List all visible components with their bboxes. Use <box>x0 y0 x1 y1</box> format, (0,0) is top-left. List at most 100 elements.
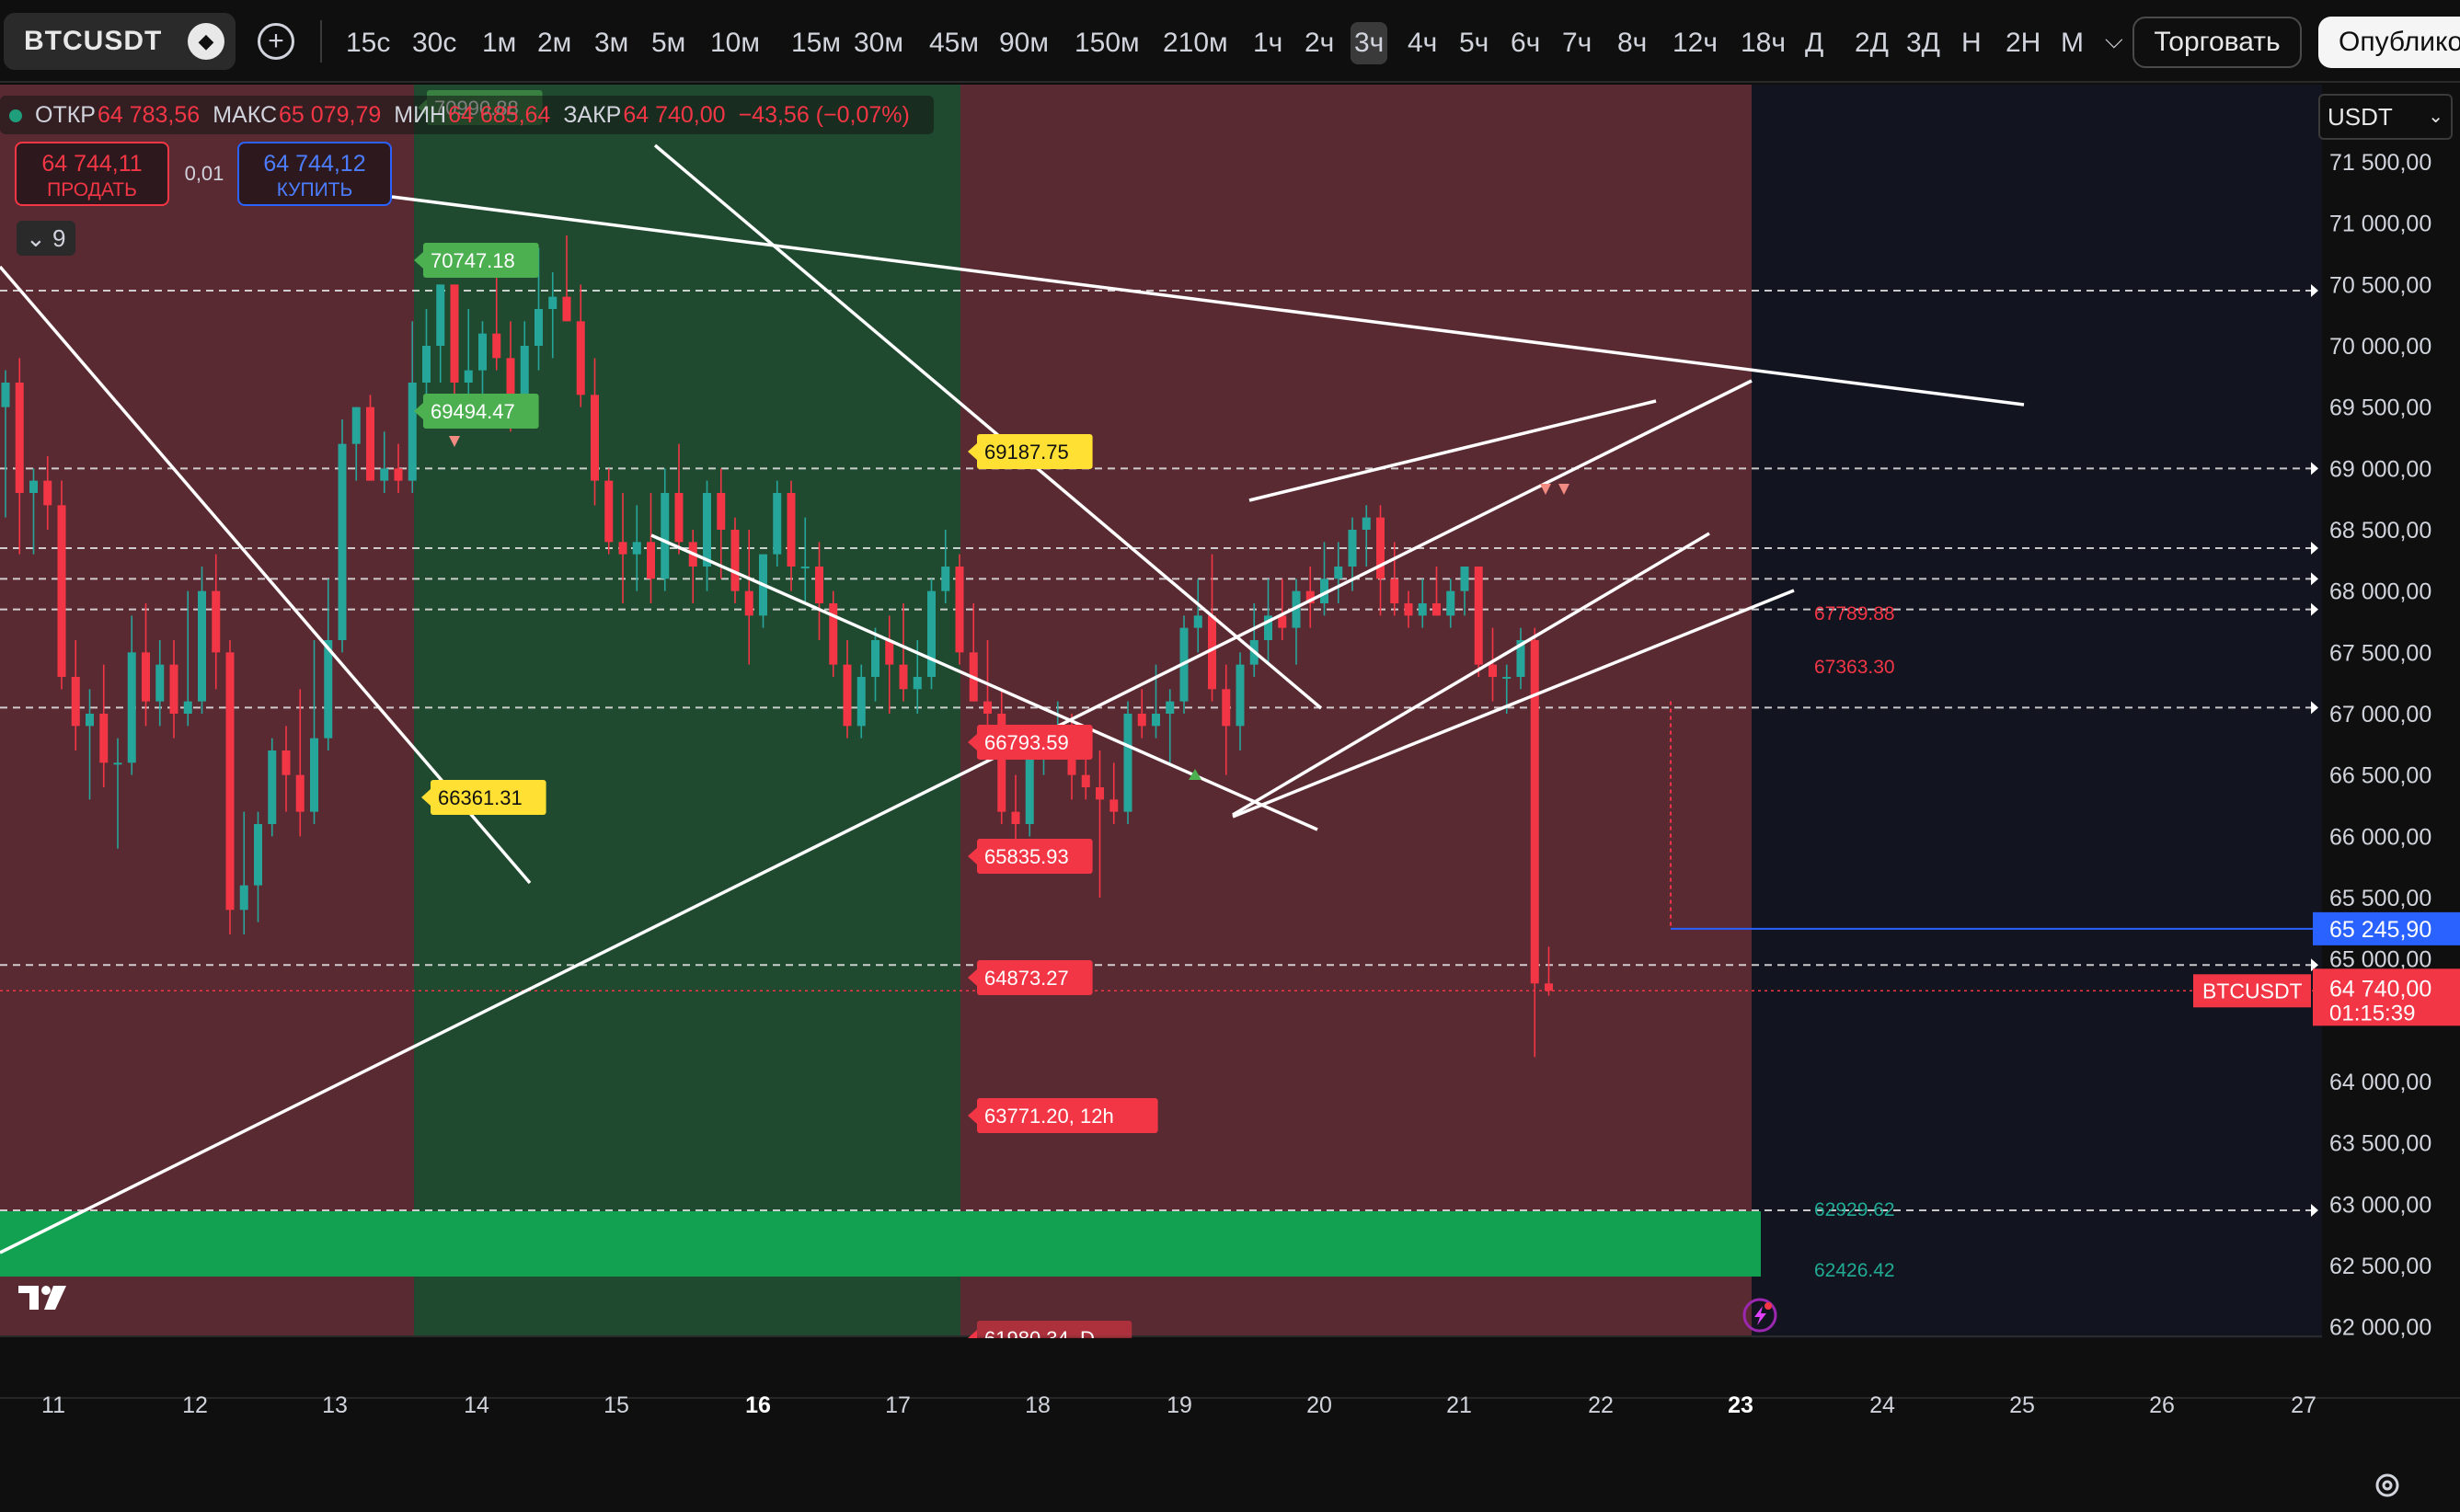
interval-6[interactable]: 10м <box>710 28 760 58</box>
sell-button[interactable]: 64 744,11 ПРОДАТЬ <box>15 142 169 206</box>
candle-body-88 <box>1236 664 1245 727</box>
right-level-label-1: 67363.30 <box>1814 657 1895 678</box>
level-label-pointer <box>421 789 431 806</box>
price-tick-18: 62 000,00 <box>2329 1315 2431 1341</box>
level-label-box <box>977 434 1093 469</box>
time-tick-10: 21 <box>1446 1392 1472 1418</box>
interval-17[interactable]: 5ч <box>1459 28 1489 58</box>
candle-body-110 <box>1545 983 1553 991</box>
interval-18[interactable]: 6ч <box>1511 28 1541 58</box>
level-label-pointer <box>968 1107 977 1124</box>
interval-14[interactable]: 2ч <box>1305 28 1335 58</box>
level-label-box <box>431 780 546 815</box>
interval-25[interactable]: 3Д <box>1906 28 1941 58</box>
candle-body-13 <box>183 701 192 714</box>
candle-body-108 <box>1516 639 1525 677</box>
candle-body-14 <box>198 590 206 702</box>
add-symbol-icon[interactable]: + <box>258 23 294 60</box>
currency-select[interactable]: USDT ⌄ <box>2318 94 2453 140</box>
interval-8[interactable]: 30м <box>854 28 903 58</box>
ohlc-legend: ОТКР64 783,56 МАКС65 079,79 МИН64 685,64 ЗА… <box>0 96 934 134</box>
symbol-name: BTCUSDT <box>24 26 163 56</box>
interval-0[interactable]: 15с <box>346 28 391 58</box>
interval-28[interactable]: М <box>2061 28 2084 58</box>
interval-16[interactable]: 4ч <box>1408 28 1438 58</box>
level-label-pointer <box>414 252 423 269</box>
candle-body-11 <box>155 664 165 702</box>
trade-button[interactable]: Торговать <box>2132 17 2302 68</box>
interval-11[interactable]: 150м <box>1075 28 1140 58</box>
level-label-2: 69187.75 <box>968 434 1093 469</box>
time-tick-4: 15 <box>604 1392 629 1418</box>
interval-3[interactable]: 2м <box>537 28 572 58</box>
candle-body-78 <box>1096 786 1104 800</box>
candle-body-48 <box>674 492 684 543</box>
candle-body-38 <box>535 308 543 346</box>
tradingview-logo-icon[interactable] <box>18 1282 77 1318</box>
level-label-text: 65835.93 <box>984 845 1069 868</box>
interval-23[interactable]: Д <box>1805 28 1824 58</box>
level-label-7: 63771.20, 12h <box>968 1098 1158 1133</box>
level-label-text: 64873.27 <box>984 967 1069 990</box>
level-label-text: 69494.47 <box>431 400 515 423</box>
interval-24[interactable]: 2Д <box>1855 28 1890 58</box>
buy-button[interactable]: 64 744,12 КУПИТЬ <box>237 142 392 206</box>
indicators-toggle[interactable]: ⌄ 9 <box>17 221 75 256</box>
low-value: 64 685,64 <box>448 102 551 128</box>
interval-26[interactable]: Н <box>1961 28 1982 58</box>
symbol-search[interactable]: BTCUSDT ◆ <box>4 13 236 70</box>
symbol-tag-text: BTCUSDT <box>2202 979 2303 1002</box>
chevron-down-icon[interactable]: ⌵ <box>2105 26 2123 53</box>
level-label-pointer <box>968 734 977 750</box>
interval-12[interactable]: 210м <box>1163 28 1228 58</box>
time-tick-13: 24 <box>1869 1392 1895 1418</box>
candle-body-18 <box>254 823 262 886</box>
interval-10[interactable]: 90м <box>999 28 1049 58</box>
blue-price-tag <box>2313 911 2460 945</box>
candle-body-1 <box>15 382 24 493</box>
interval-9[interactable]: 45м <box>929 28 979 58</box>
candle-body-82 <box>1152 713 1160 727</box>
interval-15[interactable]: 3ч <box>1351 22 1388 64</box>
interval-5[interactable]: 5м <box>651 28 686 58</box>
interval-4[interactable]: 3м <box>594 28 629 58</box>
settings-gear-icon[interactable] <box>2372 1470 2403 1506</box>
premium-diamond-icon[interactable]: ◆ <box>188 23 224 60</box>
interval-21[interactable]: 12ч <box>1673 28 1718 58</box>
sell-signal-marker <box>449 436 460 447</box>
price-tick-6: 68 500,00 <box>2329 518 2431 544</box>
candle-body-72 <box>1011 811 1020 824</box>
interval-13[interactable]: 1ч <box>1253 28 1283 58</box>
candle-body-19 <box>268 750 277 824</box>
candle-body-80 <box>1123 713 1132 812</box>
trend-line-2 <box>653 143 1323 710</box>
level-label-pointer <box>968 848 977 865</box>
candle-body-85 <box>1193 615 1202 628</box>
candle-body-43 <box>604 480 614 543</box>
price-chart[interactable]: 70747.18 69494.47 69187.75 66361.31 66793.59… <box>0 85 2460 1512</box>
interval-27[interactable]: 2Н <box>2006 28 2041 58</box>
time-tick-1: 12 <box>182 1392 208 1418</box>
chart-area[interactable]: 70747.18 69494.47 69187.75 66361.31 66793.59… <box>0 85 2460 1512</box>
interval-2[interactable]: 1м <box>482 28 517 58</box>
publish-button[interactable]: Опублико <box>2318 17 2460 68</box>
level-label-box <box>423 243 539 278</box>
level-label-pointer <box>968 969 977 986</box>
candle-body-98 <box>1376 517 1385 579</box>
price-tick-5: 69 000,00 <box>2329 456 2431 482</box>
low-label: МИН <box>394 102 447 128</box>
candle-body-21 <box>295 774 305 812</box>
interval-1[interactable]: 30с <box>412 28 457 58</box>
interval-22[interactable]: 18ч <box>1741 28 1786 58</box>
zone-red-1 <box>0 85 414 1336</box>
interval-20[interactable]: 8ч <box>1617 28 1648 58</box>
level-label-text: 70747.18 <box>431 249 515 272</box>
candle-body-52 <box>730 529 740 591</box>
interval-7[interactable]: 15м <box>791 28 841 58</box>
zone-demand-band <box>0 1211 1761 1277</box>
interval-19[interactable]: 7ч <box>1562 28 1592 58</box>
candle-body-32 <box>450 284 459 383</box>
candle-body-8 <box>113 762 122 765</box>
candle-body-50 <box>703 492 711 567</box>
candle-body-77 <box>1081 774 1090 787</box>
